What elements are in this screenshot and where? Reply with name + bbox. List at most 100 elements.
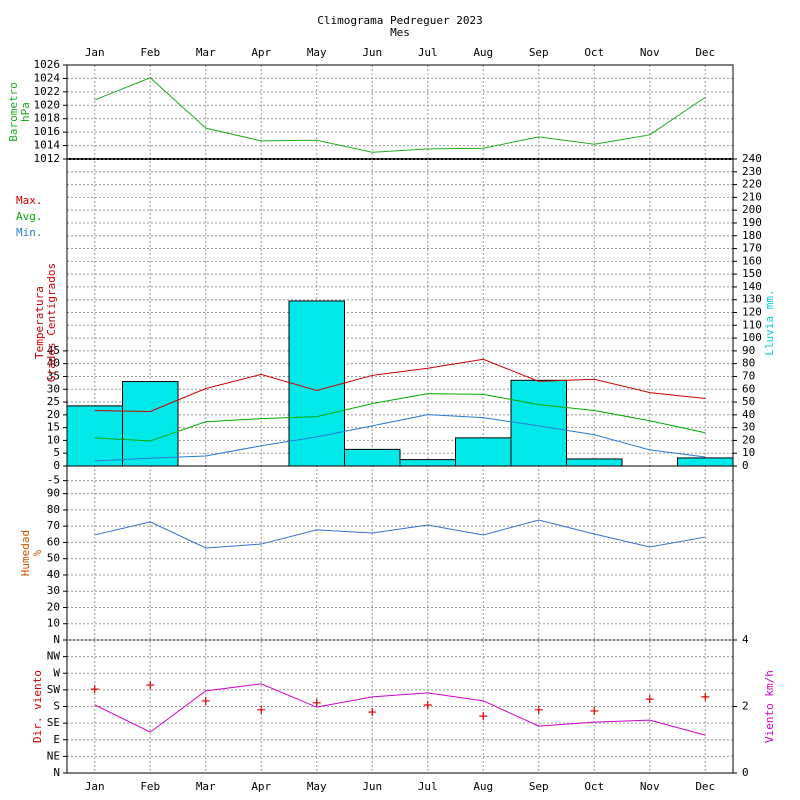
y-tick-label: 0 [53,459,60,472]
series-line [94,414,706,462]
marker [257,705,266,714]
bar [455,437,512,467]
x-tick-label: Feb [140,46,160,59]
x-tick-label: Feb [140,780,160,793]
x-tick-label: Jul [418,780,438,793]
y2-tick-label: 4 [742,633,749,646]
y2-tick-label: 150 [742,267,762,280]
marker [201,696,210,705]
y-tick-label: SW [47,683,61,696]
y2-tick-label: 130 [742,293,762,306]
x-tick-label: Sep [529,780,549,793]
y-tick-label: 60 [47,535,60,548]
y-tick-label: 30 [47,382,60,395]
x-tick-label: Sep [529,46,549,59]
x-tick-label: Dec [695,46,715,59]
y-tick-label: 1022 [34,85,61,98]
y2-tick-label: 0 [742,766,749,779]
x-tick-label: Nov [640,780,660,793]
y2-tick-label: 90 [742,344,755,357]
y-tick-label: NW [47,650,61,663]
y-tick-label: 30 [47,584,60,597]
y2-tick-label: 30 [742,421,755,434]
bar [122,381,179,467]
y-axis-label: Grados Centigrados [45,263,58,382]
x-tick-label: Mar [196,46,216,59]
y2-tick-label: 170 [742,242,762,255]
legend-label: Min. [16,226,43,239]
y-tick-label: 80 [47,503,60,516]
y-axis-label: hPa [19,102,32,122]
x-tick-label: Nov [640,46,660,59]
y2-tick-label: 100 [742,331,762,344]
y2-axis-label: Viento km/h [763,670,776,743]
y-tick-label: 5 [53,446,60,459]
y-tick-label: 40 [47,357,60,370]
y-axis-label: % [31,549,44,556]
legend-label: Avg. [16,210,43,223]
y2-tick-label: 110 [742,318,762,331]
y2-tick-label: 190 [742,216,762,229]
y-tick-label: N [53,766,60,779]
y-tick-label: 15 [47,421,60,434]
series-line [94,393,706,442]
x-tick-label: Aug [473,46,493,59]
y-tick-label: 1024 [34,71,61,84]
y-tick-label: 90 [47,487,60,500]
marker [90,685,99,694]
y-axis-label: Temperatura [33,286,46,359]
marker [146,681,155,690]
y-axis-label: Barometro [7,82,20,142]
series-line [94,683,706,736]
bar [399,459,456,467]
y-tick-label: N [53,633,60,646]
y2-tick-label: 60 [742,382,755,395]
y-tick-label: 10 [47,433,60,446]
plot-frame [66,64,734,774]
y2-tick-label: 50 [742,395,755,408]
y2-tick-label: 20 [742,433,755,446]
series-line [94,77,706,153]
marker [645,695,654,704]
marker [590,706,599,715]
x-tick-label: Oct [584,46,604,59]
bar [566,458,623,467]
x-tick-label: Jul [418,46,438,59]
y2-tick-label: 70 [742,369,755,382]
y2-axis-label: Lluvia mm. [763,289,776,355]
y2-tick-label: 200 [742,203,762,216]
y-tick-label: 70 [47,519,60,532]
y-axis-label: Humedad [19,530,32,576]
y2-tick-label: 240 [742,152,762,165]
series-line [94,358,706,413]
y2-tick-label: 160 [742,254,762,267]
y-tick-label: S [53,700,60,713]
y-tick-label: 25 [47,395,60,408]
y-tick-label: -5 [47,474,60,487]
y2-tick-label: 120 [742,306,762,319]
y-tick-label: E [53,733,60,746]
x-tick-label: Aug [473,780,493,793]
y2-tick-label: 210 [742,190,762,203]
y-tick-label: NE [47,749,60,762]
y-axis-label: Dir. viento [31,670,44,743]
y-tick-label: 10 [47,617,60,630]
y-tick-label: 1016 [34,125,61,138]
y-tick-label: 20 [47,408,60,421]
marker [423,701,432,710]
marker [312,698,321,707]
series-line [94,519,706,549]
x-tick-label: Jun [362,46,382,59]
x-tick-label: May [307,46,327,59]
y-tick-label: 1020 [34,98,61,111]
y-tick-label: 1012 [34,152,61,165]
marker [479,712,488,721]
x-tick-label: Apr [251,46,271,59]
y-tick-label: 40 [47,568,60,581]
legend-label: Max. [16,194,43,207]
y-tick-label: 50 [47,552,60,565]
y-tick-label: 1026 [34,58,61,71]
bar [66,405,123,467]
y2-tick-label: 230 [742,165,762,178]
